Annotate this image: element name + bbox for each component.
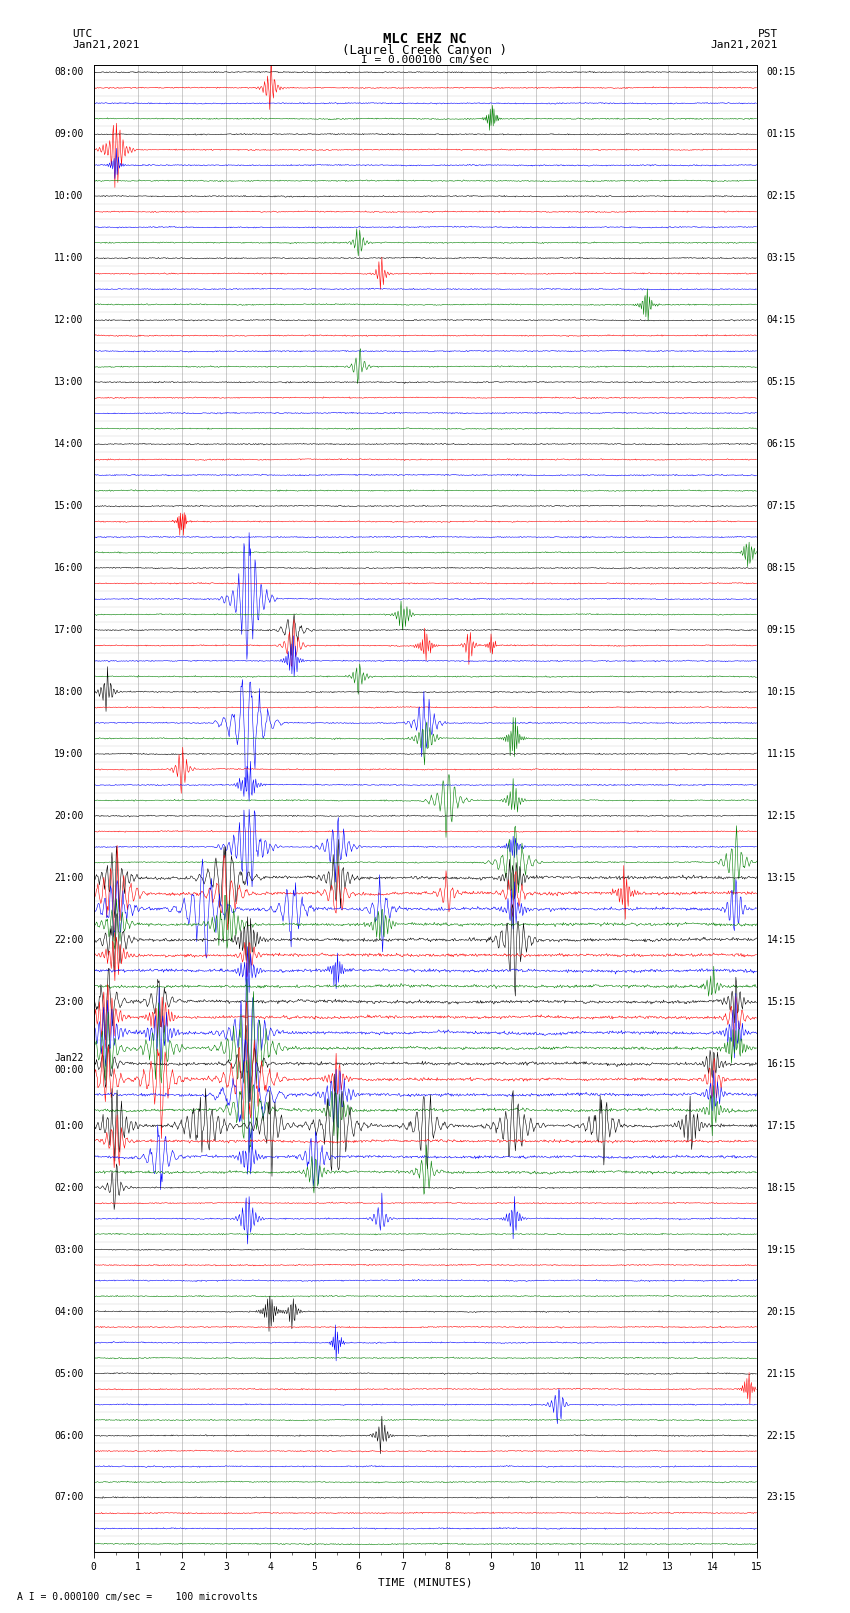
Text: 13:15: 13:15: [767, 873, 796, 882]
Text: 22:00: 22:00: [54, 936, 83, 945]
Text: 17:00: 17:00: [54, 624, 83, 636]
Text: 22:15: 22:15: [767, 1431, 796, 1440]
Text: 12:15: 12:15: [767, 811, 796, 821]
Text: 00:15: 00:15: [767, 68, 796, 77]
Text: Jan21,2021: Jan21,2021: [711, 40, 778, 50]
Text: 16:15: 16:15: [767, 1058, 796, 1069]
Text: 13:00: 13:00: [54, 377, 83, 387]
Text: 11:00: 11:00: [54, 253, 83, 263]
Text: 06:00: 06:00: [54, 1431, 83, 1440]
Text: 05:00: 05:00: [54, 1368, 83, 1379]
Text: 06:15: 06:15: [767, 439, 796, 448]
Text: 15:00: 15:00: [54, 502, 83, 511]
Text: 19:00: 19:00: [54, 748, 83, 758]
Text: 03:15: 03:15: [767, 253, 796, 263]
Text: 11:15: 11:15: [767, 748, 796, 758]
Text: 12:00: 12:00: [54, 315, 83, 326]
Text: 16:00: 16:00: [54, 563, 83, 573]
Text: Jan21,2021: Jan21,2021: [72, 40, 139, 50]
Text: 07:00: 07:00: [54, 1492, 83, 1502]
Text: 09:00: 09:00: [54, 129, 83, 139]
Text: PST: PST: [757, 29, 778, 39]
Text: 08:15: 08:15: [767, 563, 796, 573]
Text: 01:15: 01:15: [767, 129, 796, 139]
Text: 21:00: 21:00: [54, 873, 83, 882]
Text: 10:15: 10:15: [767, 687, 796, 697]
Text: 09:15: 09:15: [767, 624, 796, 636]
Text: (Laurel Creek Canyon ): (Laurel Creek Canyon ): [343, 44, 507, 56]
Text: 07:15: 07:15: [767, 502, 796, 511]
Text: 20:15: 20:15: [767, 1307, 796, 1316]
Text: 03:00: 03:00: [54, 1245, 83, 1255]
Text: 14:15: 14:15: [767, 936, 796, 945]
Text: Jan22
00:00: Jan22 00:00: [54, 1053, 83, 1074]
Text: 04:00: 04:00: [54, 1307, 83, 1316]
Text: 02:15: 02:15: [767, 192, 796, 202]
Text: 23:00: 23:00: [54, 997, 83, 1007]
Text: 21:15: 21:15: [767, 1368, 796, 1379]
Text: 05:15: 05:15: [767, 377, 796, 387]
Text: 10:00: 10:00: [54, 192, 83, 202]
Text: MLC EHZ NC: MLC EHZ NC: [383, 32, 467, 47]
Text: A I = 0.000100 cm/sec =    100 microvolts: A I = 0.000100 cm/sec = 100 microvolts: [17, 1592, 258, 1602]
Text: 01:00: 01:00: [54, 1121, 83, 1131]
Text: 18:00: 18:00: [54, 687, 83, 697]
Text: 04:15: 04:15: [767, 315, 796, 326]
Text: 08:00: 08:00: [54, 68, 83, 77]
Text: UTC: UTC: [72, 29, 93, 39]
Text: 19:15: 19:15: [767, 1245, 796, 1255]
Text: I = 0.000100 cm/sec: I = 0.000100 cm/sec: [361, 55, 489, 65]
Text: 20:00: 20:00: [54, 811, 83, 821]
Text: 18:15: 18:15: [767, 1182, 796, 1192]
Text: 17:15: 17:15: [767, 1121, 796, 1131]
Text: 14:00: 14:00: [54, 439, 83, 448]
Text: 23:15: 23:15: [767, 1492, 796, 1502]
Text: 02:00: 02:00: [54, 1182, 83, 1192]
X-axis label: TIME (MINUTES): TIME (MINUTES): [377, 1578, 473, 1587]
Text: 15:15: 15:15: [767, 997, 796, 1007]
